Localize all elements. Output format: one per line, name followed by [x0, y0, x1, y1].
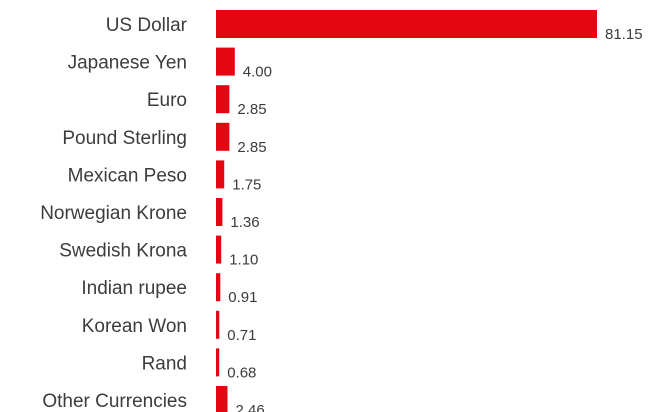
- category-labels: US Dollar Japanese Yen Euro Pound Sterling M…: [40, 15, 187, 412]
- bar-euro: [216, 85, 230, 114]
- value-label: 2.85: [237, 101, 266, 118]
- value-label: 1.75: [232, 176, 261, 193]
- bars-layer: [216, 10, 597, 412]
- bar-other-currencies: [216, 386, 228, 412]
- value-label: 81.15: [605, 26, 643, 43]
- category-label: Mexican Peso: [68, 165, 187, 186]
- value-label: 2.46: [236, 402, 265, 412]
- bar-korean-won: [216, 310, 220, 339]
- category-label: Euro: [147, 90, 187, 111]
- value-labels: 81.15 4.00 2.85 2.85 1.75 1.36 1.10 0.91 0.71 0.6…: [227, 26, 642, 412]
- value-label: 2.85: [237, 139, 266, 156]
- category-label: Swedish Krona: [59, 241, 187, 262]
- bar-indian-rupee: [216, 273, 221, 302]
- value-label: 0.68: [227, 364, 256, 381]
- bar-swedish-krona: [216, 235, 222, 264]
- category-label: Norwegian Krone: [40, 203, 187, 224]
- category-label: Indian rupee: [81, 278, 187, 299]
- value-label: 0.91: [228, 289, 257, 306]
- value-label: 1.36: [230, 214, 259, 231]
- category-label: Other Currencies: [42, 391, 187, 412]
- category-label: Korean Won: [82, 316, 187, 337]
- bar-japanese-yen: [216, 47, 235, 76]
- bar-norwegian-krone: [216, 198, 223, 226]
- bar-rand: [216, 348, 220, 377]
- category-label: Pound Sterling: [62, 128, 187, 149]
- value-label: 4.00: [243, 64, 272, 81]
- value-label: 0.71: [227, 327, 256, 344]
- category-label: Rand: [142, 353, 187, 374]
- bar-us-dollar: [216, 10, 597, 38]
- category-label: US Dollar: [106, 15, 188, 36]
- value-label: 1.10: [229, 252, 258, 269]
- category-label: Japanese Yen: [68, 53, 187, 74]
- bar-pound-sterling: [216, 122, 230, 151]
- bar-mexican-peso: [216, 160, 225, 189]
